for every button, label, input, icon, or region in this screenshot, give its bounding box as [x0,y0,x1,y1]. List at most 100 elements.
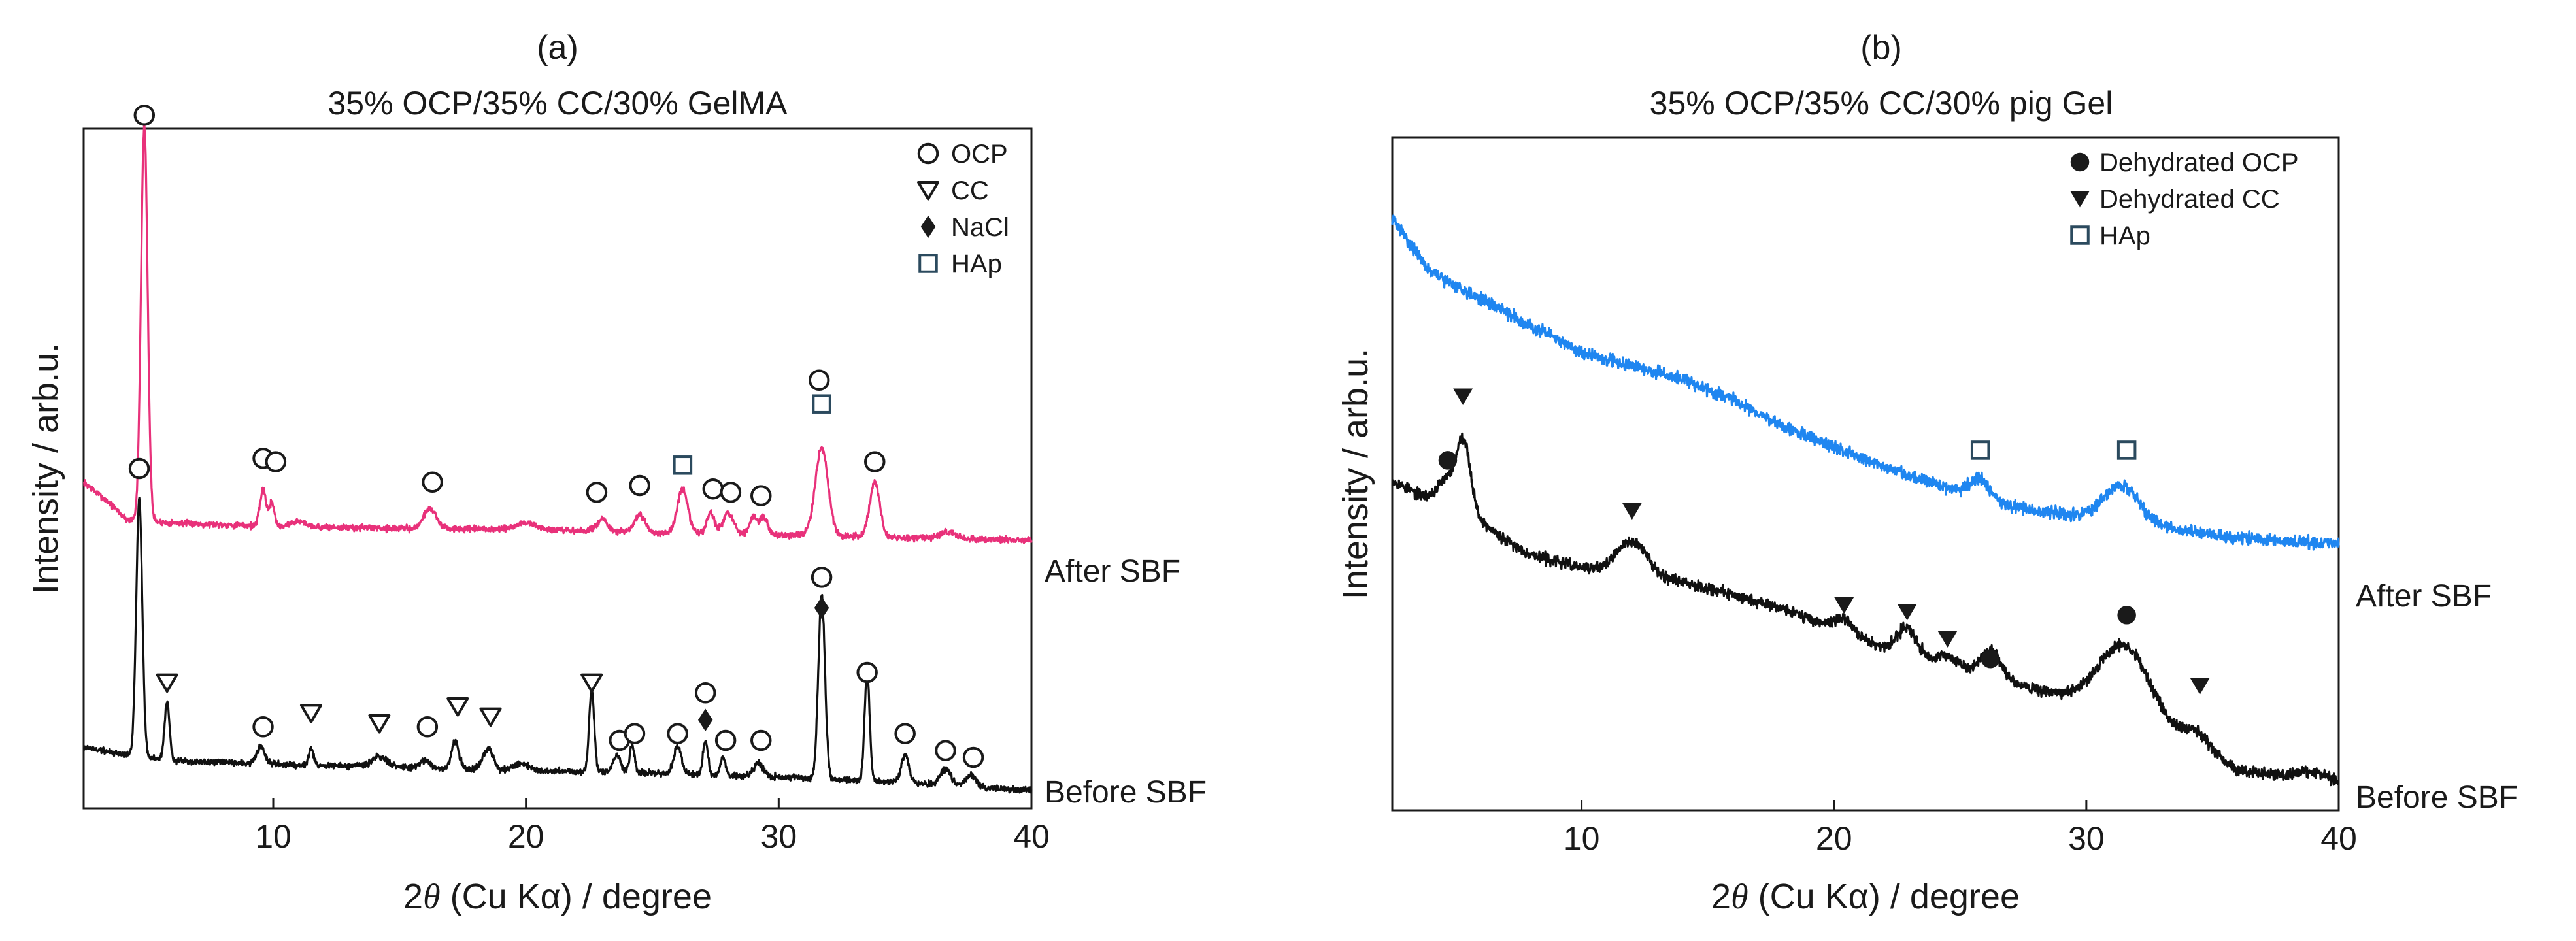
panel-a-x-axis-label: 2θ (Cu Kα) / degree [403,877,712,916]
panel-b-peak-marker-circle-filled [1981,650,2000,669]
panel-b-legend-label: HAp [2099,222,2150,250]
panel-b-peak-marker-triangle-down-filled [1897,604,1917,621]
panel-a-peak-marker-circle-open [935,740,956,761]
panel-b-legend-label: Dehydrated CC [2099,185,2280,214]
panel-a-peak-marker-diamond-filled [814,596,829,619]
panel-a-peak-marker-circle-open [694,682,716,704]
panel-b-peak-marker-triangle-down-filled [2190,678,2210,695]
panel-b-x-axis-label: 2θ (Cu Kα) / degree [1711,877,2020,916]
panel-a-xlabel-suffix: (Cu Kα) / degree [441,877,712,916]
panel-a-peak-marker-square-open [812,394,831,414]
panel-b-title: 35% OCP/35% CC/30% pig Gel [1650,85,2113,122]
panel-b-plot-frame [1391,136,2340,812]
panel-a-peak-marker-circle-open [720,482,742,503]
panel-a-peak-marker-square-open [673,455,693,475]
panel-a-x-tick-label: 20 [508,818,544,855]
panel-a-peak-marker-circle-open [133,104,156,126]
panel-a-legend-label: HAp [951,250,1002,278]
panel-a-peak-marker-circle-open [629,474,650,497]
panel-a-x-ticks: 10 20 30 40 [255,798,1050,855]
panel-a-series-after-sbf-line [83,124,1033,544]
panel-a-peak-marker-diamond-filled [697,708,713,732]
panel-a-peak-marker-circle-open [586,482,608,503]
panel-a-legend: OCP CC NaCl HAp [917,140,1009,278]
panel-b-series-label-before-sbf: Before SBF [2356,780,2518,815]
panel-a-peak-marker-triangle-down-open [156,673,178,693]
panel-b-legend-symbol-circle-filled [2070,152,2090,172]
panel-b-legend-label: Dehydrated OCP [2099,148,2299,177]
panel-b-series-before-sbf-line [1391,432,2340,787]
panel-b-legend-symbol-triangle-down-filled [2070,191,2090,208]
panel-b-peak-marker-triangle-down-filled [1937,631,1958,648]
panel-a-legend-symbol-diamond-filled [920,215,936,239]
panel-a-peak-marker-circle-open [667,723,688,744]
panel-a-legend-symbol-triangle-down-open [917,181,939,201]
panel-b-x-ticks: 10 20 30 40 [1564,800,2357,857]
panel-a-legend-label: CC [951,176,989,205]
panel-a-peak-marker-circle-open [714,729,737,751]
panel-b-x-tick-label: 20 [1816,820,1852,857]
panel-b-peak-marker-triangle-down-filled [1453,388,1473,406]
panel-a-peak-marker-triangle-down-open [580,673,603,693]
panel-a-peak-marker-circle-open [265,451,287,472]
panel-a-peak-marker-circle-open [750,729,772,751]
panel-a-peak-marker-triangle-down-open [446,697,469,717]
panel-a-peak-marker-circle-open [864,451,886,472]
panel-a-curves [82,124,1033,794]
panel-a-legend-symbol-square-open [918,254,938,273]
panel-a-peak-markers [128,104,984,768]
panel-b-peak-marker-square-open [1970,440,1990,460]
panel-a-peak-marker-circle-open [808,369,830,391]
panel-b-curves [1391,214,2340,787]
panel-a-peak-marker-circle-open [624,723,646,744]
panel-a-series-label-after-sbf: After SBF [1045,554,1180,589]
panel-a-series-label-before-sbf: Before SBF [1045,775,1207,810]
panel-a-legend-label: NaCl [951,213,1009,242]
panel-a-peak-marker-circle-open [702,478,724,500]
panel-b-xlabel-suffix: (Cu Kα) / degree [1748,877,2020,916]
panel-b-y-axis-label: Intensity / arb.u. [1336,348,1375,599]
panel-a-peak-marker-triangle-down-open [300,704,322,723]
panel-a-peak-marker-circle-open [811,567,833,588]
panel-a-peak-marker-circle-open [750,485,772,506]
panel-a-xlabel-theta: θ [423,877,441,916]
panel-a-peak-marker-triangle-down-open [368,714,391,734]
panel-a-peak-marker-circle-open [128,457,150,480]
panel-b-xlabel-prefix: 2 [1711,877,1731,916]
panel-a-legend-label: OCP [951,140,1008,169]
panel-b-label: (b) [1860,29,1902,67]
panel-b-x-tick-label: 40 [2320,820,2357,857]
panel-b: (b) 35% OCP/35% CC/30% pig Gel 10 20 30 40 … [1336,29,2518,916]
panel-a-legend-symbol-circle-open [917,142,939,165]
panel-a-peak-marker-circle-open [416,716,439,738]
panel-a-peak-marker-circle-open [856,661,878,684]
panel-a-peak-marker-triangle-down-open [479,707,502,727]
panel-b-peak-marker-triangle-down-filled [1622,503,1642,520]
panel-a-peak-marker-circle-open [894,723,916,744]
panel-a-x-tick-label: 10 [255,818,292,855]
panel-a-xlabel-prefix: 2 [403,877,423,916]
panel-a-plot-frame [82,127,1033,810]
panel-a-series-before-sbf-line [82,497,1033,794]
panel-a: (a) 35% OCP/35% CC/30% GelMA 10 20 30 40 OC… [26,29,1207,916]
panel-a-title: 35% OCP/35% CC/30% GelMA [327,85,788,122]
panel-a-x-tick-label: 40 [1013,818,1050,855]
panel-a-x-tick-label: 30 [761,818,797,855]
panel-b-peak-marker-triangle-down-filled [1834,597,1854,614]
panel-b-legend-symbol-square-open [2070,225,2090,245]
panel-b-xlabel-theta: θ [1731,877,1748,916]
panel-b-legend: Dehydrated OCP Dehydrated CC HAp [2070,148,2299,250]
panel-a-peak-marker-circle-open [422,471,443,493]
panel-a-y-axis-label: Intensity / arb.u. [26,343,65,594]
panel-a-label: (a) [537,29,578,67]
panel-b-series-after-sbf-line [1391,214,2340,551]
panel-b-x-tick-label: 10 [1564,820,1600,857]
panel-b-series-label-after-sbf: After SBF [2356,579,2492,614]
panel-a-peak-marker-circle-open [252,716,274,738]
panel-b-peak-marker-circle-filled [2117,606,2136,625]
panel-b-x-tick-label: 30 [2068,820,2105,857]
panel-b-peak-markers [1438,388,2210,695]
panel-b-peak-marker-circle-filled [1438,451,1458,470]
panel-a-peak-marker-circle-open [962,746,984,768]
